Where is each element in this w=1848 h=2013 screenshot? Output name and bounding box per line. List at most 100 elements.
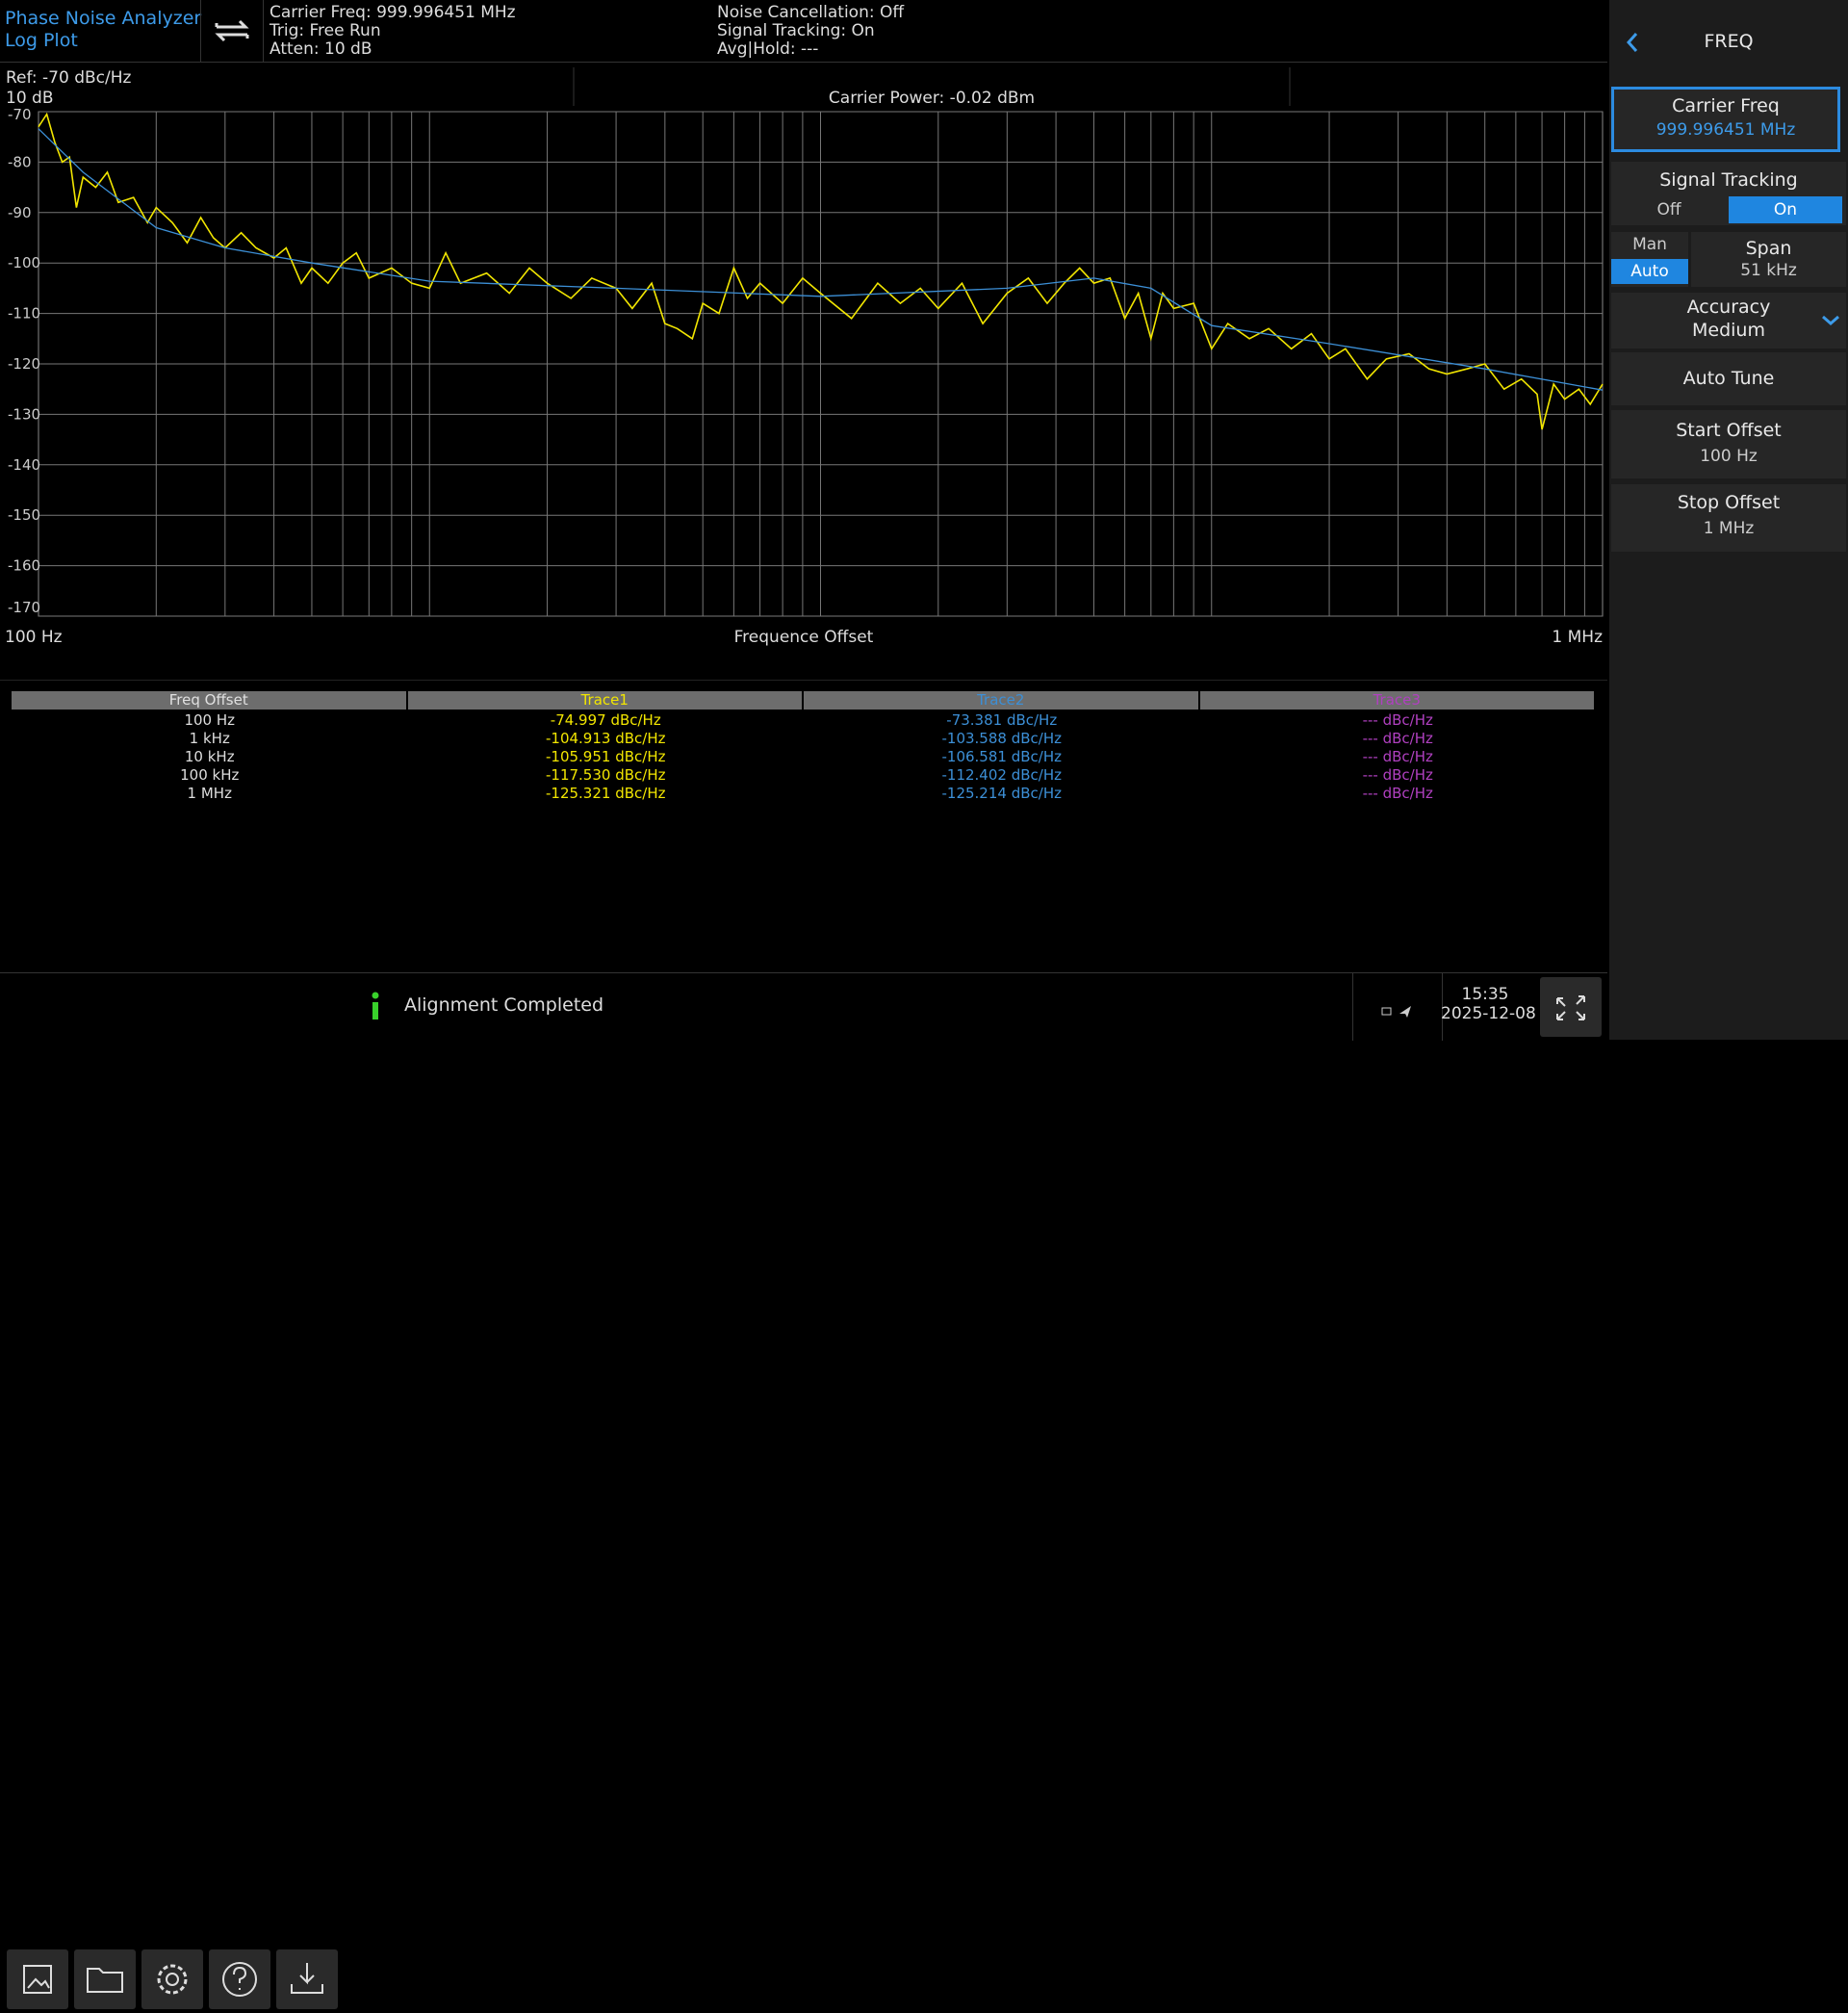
- status-message: Alignment Completed: [404, 994, 603, 1016]
- info-icon: [366, 991, 385, 1023]
- table-cell: -125.321 dBc/Hz: [408, 785, 805, 802]
- man[interactable]: Man: [1611, 235, 1688, 254]
- y-tick-label: -150: [8, 506, 40, 524]
- carrier-power: Carrier Power: -0.02 dBm: [829, 89, 1035, 108]
- icon: [1540, 977, 1602, 1037]
- table-cell: -105.951 dBc/Hz: [408, 748, 805, 765]
- label: Signal Tracking: [1611, 169, 1846, 191]
- value: 51 kHz: [1691, 261, 1846, 280]
- screen: Phase Noise AnalyzerLog Plot Carrier Fre…: [0, 0, 1848, 1040]
- info: Avg|Hold: ---: [717, 40, 904, 59]
- fullscreen-button[interactable]: [1540, 977, 1602, 1037]
- value: Medium: [1611, 320, 1846, 341]
- y-tick-label: -120: [8, 355, 40, 373]
- table-cell: --- dBc/Hz: [1200, 730, 1597, 747]
- scale-label: 10 dB: [6, 89, 54, 108]
- table-cell: -103.588 dBc/Hz: [804, 730, 1200, 747]
- panel-title: FREQ: [1611, 31, 1846, 52]
- label: Accuracy: [1611, 297, 1846, 318]
- info: Carrier Freq: 999.996451 MHz: [270, 4, 516, 22]
- info: Signal Tracking: On: [717, 22, 904, 40]
- dropdown-icon: [1821, 314, 1840, 327]
- value: 100 Hz: [1611, 447, 1846, 466]
- toggle-off[interactable]: Off: [1611, 196, 1727, 223]
- table-cell: -125.214 dBc/Hz: [804, 785, 1200, 802]
- start-offset-button[interactable]: Start Offset 100 Hz: [1611, 410, 1846, 478]
- meas-info: Carrier Freq: 999.996451 MHzTrig: Free R…: [270, 4, 516, 59]
- status-bar: Alignment Completed 15:352025-12-08: [0, 972, 1607, 1041]
- table-cell: 100 kHz: [12, 766, 408, 784]
- toggle-on[interactable]: On: [1729, 196, 1842, 223]
- time: 15:35: [1441, 985, 1529, 1004]
- y-tick-label: -160: [8, 557, 40, 575]
- y-tick-label: -90: [8, 204, 32, 221]
- y-tick-label: -140: [8, 456, 40, 474]
- save-button[interactable]: [276, 1949, 338, 2009]
- value: 1 MHz: [1611, 519, 1846, 538]
- stop-offset-button[interactable]: Stop Offset 1 MHz: [1611, 484, 1846, 552]
- view-name: Log Plot: [5, 30, 201, 52]
- help-button[interactable]: [209, 1949, 270, 2009]
- table-cell: -74.997 dBc/Hz: [408, 711, 805, 729]
- app-name: Phase Noise Analyzer: [5, 8, 201, 30]
- auto-tune-button[interactable]: Auto Tune: [1611, 352, 1846, 405]
- info: Trig: Free Run: [270, 22, 516, 40]
- plot: Ref: -70 dBc/Hz 10 dB Carrier Power: -0.…: [0, 64, 1607, 680]
- icon: [74, 1949, 136, 2009]
- signal-tracking: Signal Tracking Off On: [1611, 162, 1846, 225]
- x-axis-title: Frequence Offset: [734, 628, 874, 647]
- date: 2025-12-08: [1441, 1004, 1529, 1023]
- y-tick-label: -80: [8, 153, 32, 170]
- icon: [7, 1949, 68, 2009]
- lock-indicator: [1352, 973, 1443, 1041]
- table-cell: -117.530 dBc/Hz: [408, 766, 805, 784]
- table-cell: 1 MHz: [12, 785, 408, 802]
- table-cell: -73.381 dBc/Hz: [804, 711, 1200, 729]
- info: Noise Cancellation: Off: [717, 4, 904, 22]
- span-mode: Man Auto: [1611, 232, 1688, 287]
- icon: [209, 1949, 270, 2009]
- back-icon[interactable]: [1625, 31, 1640, 54]
- icon: [276, 1949, 338, 2009]
- auto[interactable]: Auto: [1611, 259, 1688, 284]
- accuracy-button[interactable]: AccuracyMedium: [1611, 293, 1846, 348]
- span-button[interactable]: Span 51 kHz: [1691, 232, 1846, 287]
- info: Atten: 10 dB: [270, 40, 516, 59]
- table-cell: 10 kHz: [12, 748, 408, 765]
- table-cell: --- dBc/Hz: [1200, 748, 1597, 765]
- table-cell: --- dBc/Hz: [1200, 711, 1597, 729]
- y-tick-label: -110: [8, 305, 40, 323]
- label: Span: [1691, 238, 1846, 259]
- y-tick-label: -130: [8, 405, 40, 423]
- carrier-freq-button[interactable]: Carrier Freq 999.996451 MHz: [1611, 87, 1840, 152]
- table-cell: 1 kHz: [12, 730, 408, 747]
- sweep-button[interactable]: [200, 0, 264, 62]
- table-cell: -106.581 dBc/Hz: [804, 748, 1200, 765]
- table-header: Trace1: [408, 691, 803, 710]
- value: 999.996451 MHz: [1614, 120, 1837, 140]
- panel-header: FREQ: [1611, 2, 1846, 79]
- icon: [1353, 973, 1442, 1041]
- table-cell: --- dBc/Hz: [1200, 766, 1597, 784]
- y-tick-label: -170: [8, 599, 40, 616]
- icon: [141, 1949, 203, 2009]
- settings-button[interactable]: [141, 1949, 203, 2009]
- label: Start Offset: [1611, 420, 1846, 441]
- top-bar: Phase Noise AnalyzerLog Plot Carrier Fre…: [0, 0, 1607, 63]
- label: Carrier Freq: [1614, 95, 1837, 116]
- clock: 15:352025-12-08: [1441, 985, 1529, 1023]
- ref-label: Ref: -70 dBc/Hz: [6, 68, 131, 88]
- screenshot-button[interactable]: [7, 1949, 68, 2009]
- meas-info: Noise Cancellation: OffSignal Tracking: …: [717, 4, 904, 59]
- table-cell: --- dBc/Hz: [1200, 785, 1597, 802]
- app-title[interactable]: Phase Noise AnalyzerLog Plot: [5, 8, 201, 52]
- table-cell: -104.913 dBc/Hz: [408, 730, 805, 747]
- table-header: Freq Offset: [12, 691, 406, 710]
- label: Stop Offset: [1611, 492, 1846, 513]
- y-tick-label: -70: [8, 106, 32, 123]
- table-cell: -112.402 dBc/Hz: [804, 766, 1200, 784]
- table-header: Trace2: [804, 691, 1198, 710]
- file-button[interactable]: [74, 1949, 136, 2009]
- separator: [0, 680, 1607, 681]
- x-tick-label: 100 Hz: [5, 628, 63, 647]
